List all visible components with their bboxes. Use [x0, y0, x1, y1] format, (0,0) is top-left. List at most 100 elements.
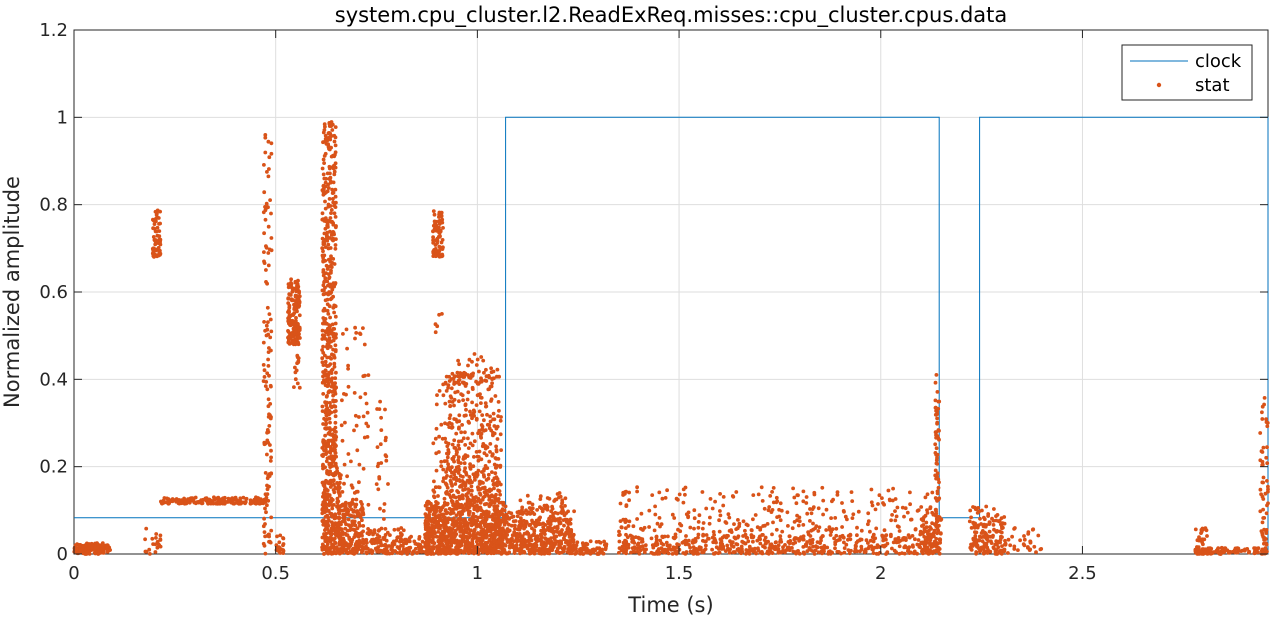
stat-point: [293, 280, 298, 285]
stat-point: [635, 517, 639, 521]
stat-point: [875, 543, 880, 548]
stat-point: [361, 466, 366, 471]
stat-point: [154, 229, 159, 234]
stat-point: [710, 506, 715, 511]
stat-point: [426, 524, 430, 528]
stat-point: [325, 384, 330, 388]
stat-point: [476, 486, 481, 490]
stat-point: [518, 526, 523, 530]
stat-point: [931, 550, 935, 554]
stat-point: [672, 516, 677, 520]
stat-point: [340, 490, 345, 494]
stat-point: [427, 509, 432, 514]
stat-point: [158, 221, 163, 226]
stat-point: [436, 544, 441, 548]
stat-point: [639, 526, 643, 531]
stat-point: [520, 508, 524, 512]
stat-point: [431, 235, 435, 240]
stat-point: [320, 542, 325, 547]
stat-point: [485, 412, 489, 417]
stat-point: [808, 548, 813, 552]
stat-point: [361, 414, 366, 419]
stat-point: [360, 502, 364, 507]
stat-point: [263, 135, 268, 140]
stat-point: [767, 505, 772, 509]
stat-point: [292, 385, 296, 389]
stat-point: [456, 358, 460, 363]
stat-point: [453, 390, 458, 395]
stat-point: [265, 327, 270, 332]
stat-point: [758, 526, 763, 530]
stat-point: [352, 428, 356, 433]
stat-point: [323, 285, 327, 290]
stat-point: [530, 510, 535, 515]
stat-point: [461, 436, 466, 441]
stat-point: [481, 358, 486, 363]
stat-point: [354, 331, 359, 335]
stat-point: [326, 508, 331, 513]
stat-point: [915, 551, 919, 556]
stat-point: [794, 501, 799, 506]
stat-point: [143, 537, 148, 542]
stat-point: [321, 363, 326, 367]
stat-point: [562, 549, 566, 554]
stat-point: [398, 531, 403, 535]
stat-point: [494, 456, 499, 461]
stat-point: [372, 528, 377, 532]
stat-point: [330, 506, 335, 511]
stat-point: [332, 364, 337, 369]
stat-point: [290, 289, 295, 294]
stat-point: [442, 496, 447, 501]
stat-point: [770, 490, 774, 494]
stat-point: [158, 544, 163, 549]
stat-point: [868, 529, 872, 534]
stat-point: [627, 519, 632, 524]
stat-point: [329, 405, 334, 410]
stat-point: [489, 550, 494, 555]
stat-point: [287, 292, 292, 297]
stat-point: [935, 421, 939, 426]
stat-point: [476, 468, 481, 473]
stat-point: [457, 399, 461, 404]
stat-point: [340, 519, 345, 524]
stat-point: [472, 455, 476, 459]
stat-point: [778, 537, 783, 542]
stat-point: [801, 534, 806, 539]
stat-point: [507, 522, 511, 527]
stat-point: [658, 538, 663, 543]
stat-point: [328, 445, 333, 449]
stat-point: [336, 522, 341, 527]
stat-point: [683, 538, 688, 543]
stat-point: [461, 551, 466, 555]
stat-point: [349, 483, 354, 488]
stat-point: [269, 448, 273, 453]
stat-point: [227, 499, 231, 504]
stat-point: [723, 549, 728, 553]
stat-point: [401, 544, 405, 548]
stat-point: [862, 549, 867, 554]
stat-point: [90, 545, 94, 550]
stat-point: [267, 424, 272, 428]
stat-point: [260, 500, 265, 504]
stat-point: [349, 459, 353, 464]
stat-point: [331, 257, 336, 261]
stat-point: [798, 536, 802, 541]
stat-point: [436, 530, 440, 534]
stat-point: [434, 521, 439, 526]
stat-point: [463, 430, 467, 435]
stat-point: [870, 503, 875, 508]
stat-point: [385, 551, 389, 556]
stat-point: [467, 497, 471, 502]
stat-point: [825, 545, 830, 550]
stat-point: [881, 535, 885, 540]
stat-point: [617, 529, 621, 534]
stat-point: [443, 401, 448, 406]
stat-point: [331, 180, 336, 185]
stat-point: [631, 524, 636, 529]
stat-point: [477, 449, 482, 454]
stat-point: [660, 547, 665, 552]
stat-point: [325, 374, 330, 378]
stat-point: [529, 548, 534, 553]
stat-point: [332, 139, 337, 144]
stat-point: [467, 421, 471, 425]
